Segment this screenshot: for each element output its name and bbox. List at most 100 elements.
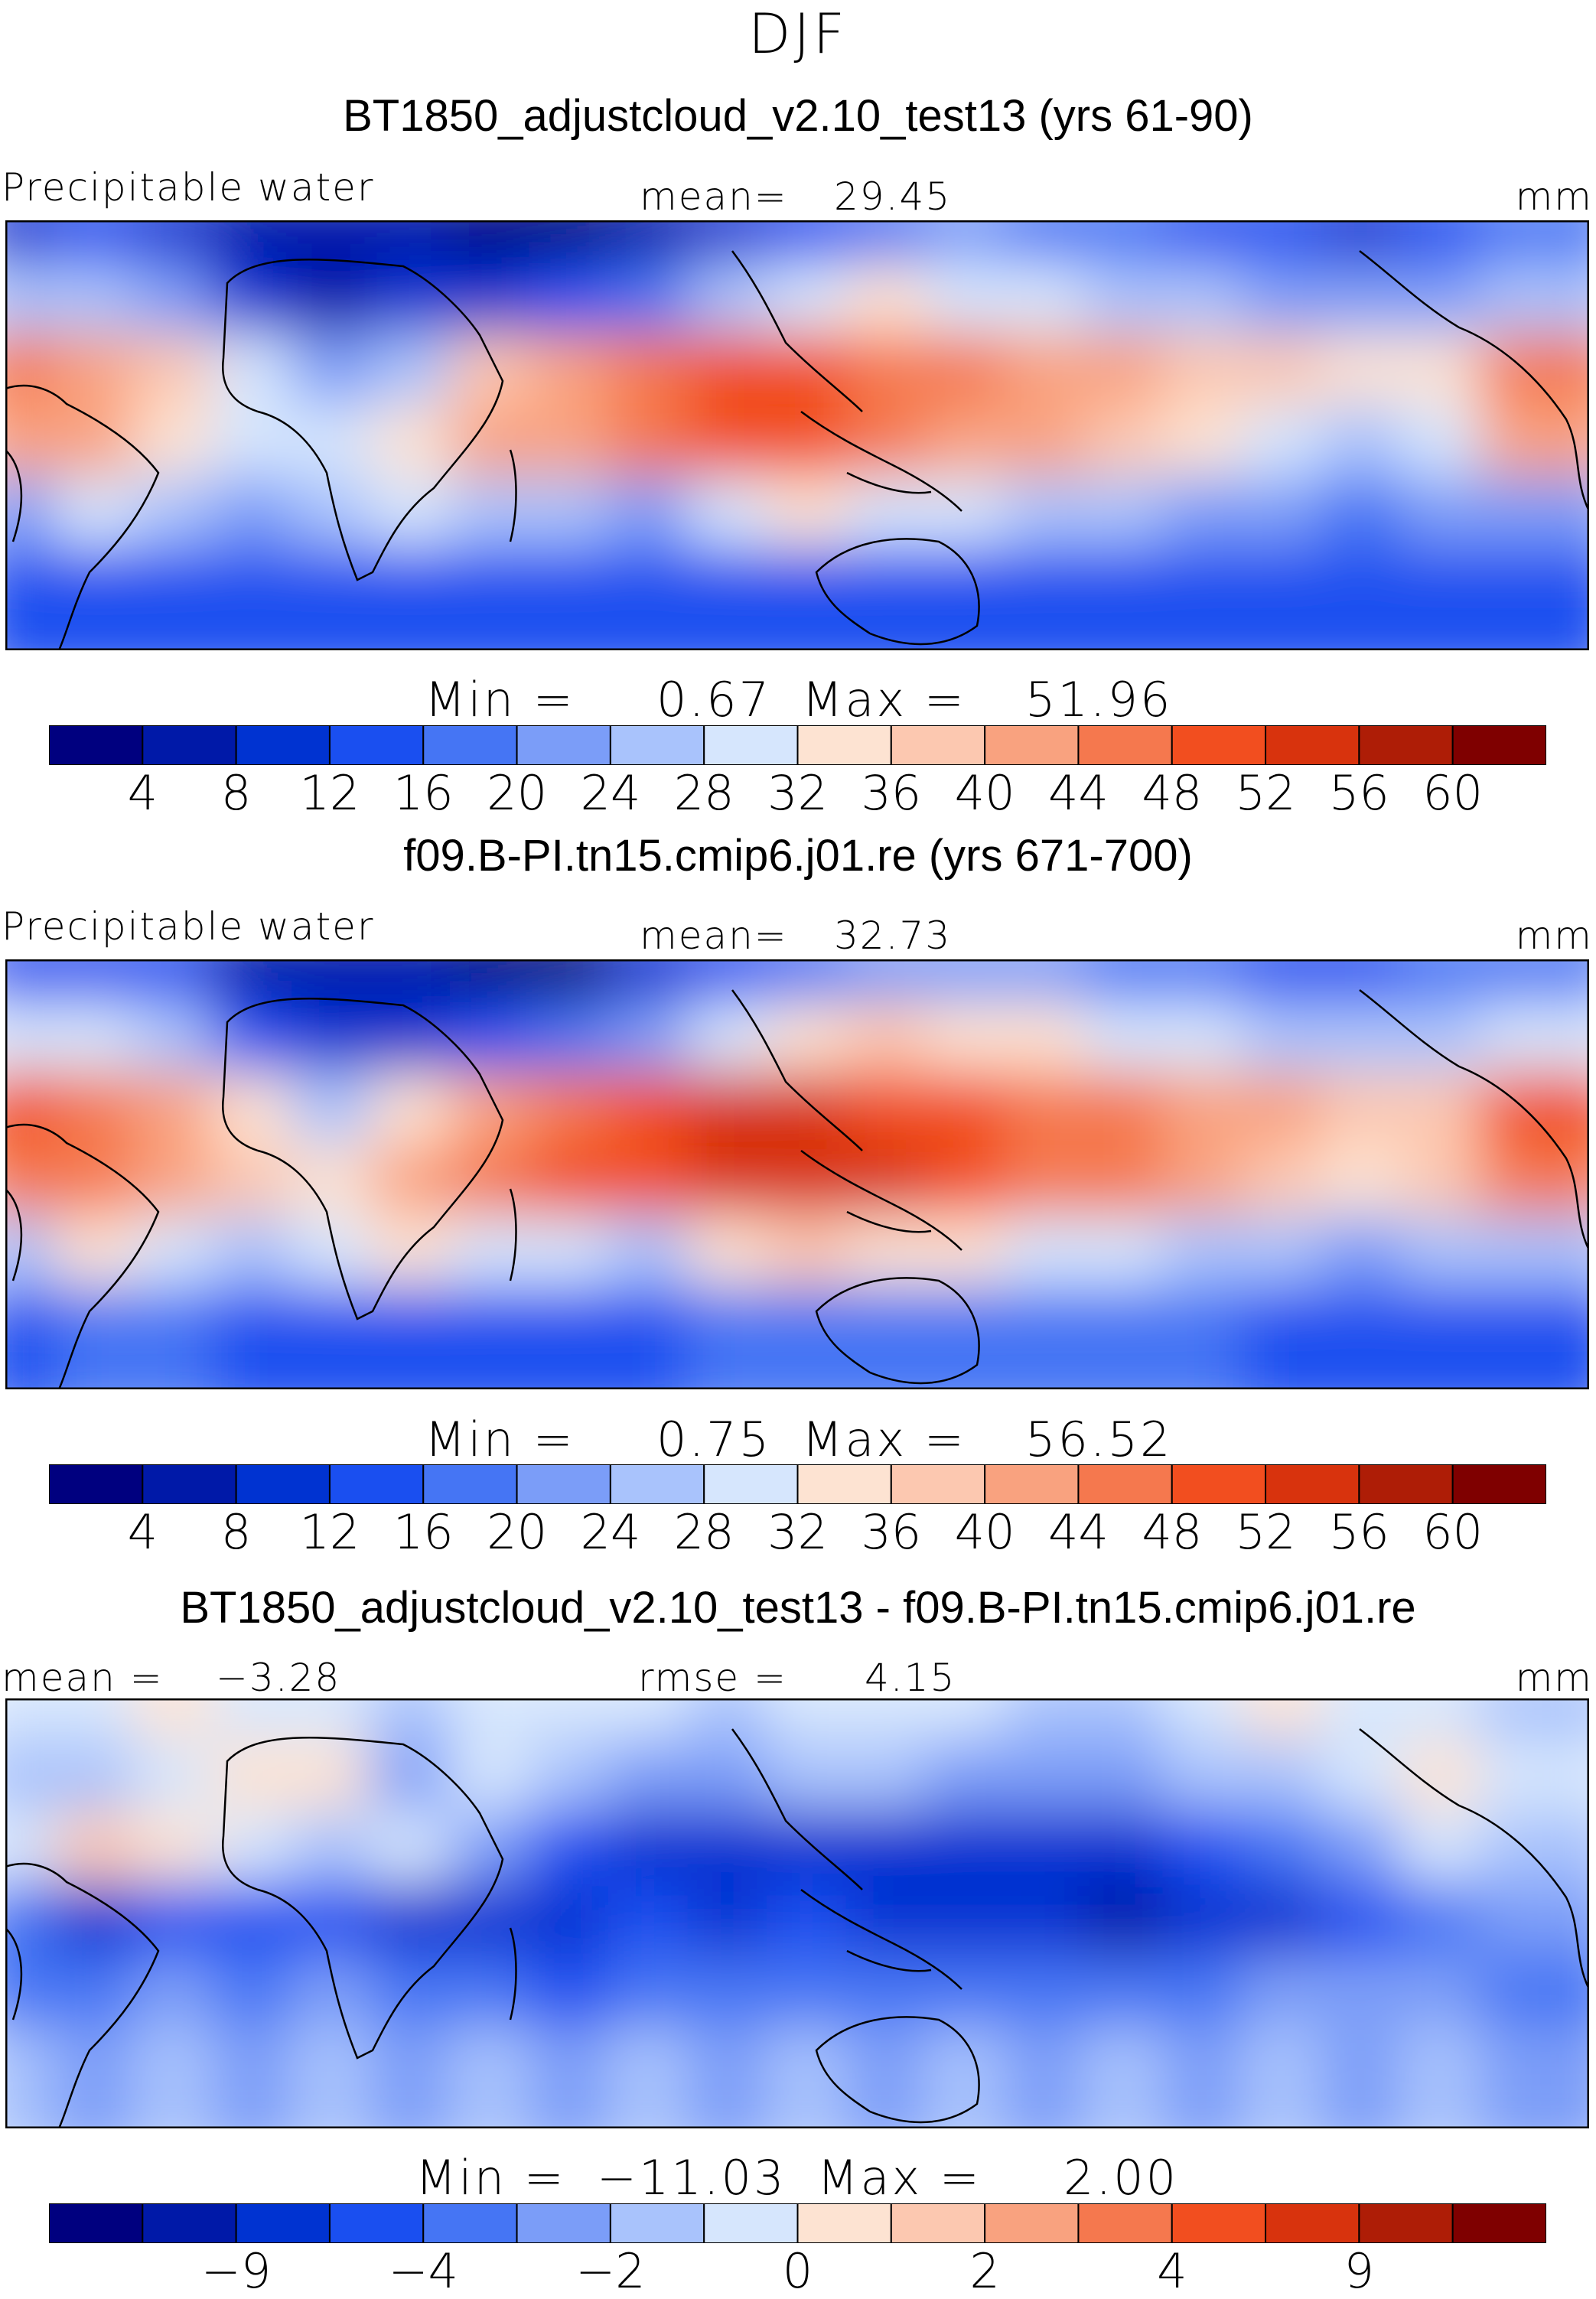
panel2-colorbar <box>49 1464 1546 1504</box>
colorbar-tick-label: 16 <box>392 765 454 821</box>
panel3-rmse-label: rmse = <box>638 1656 787 1700</box>
colorbar-swatch <box>422 1464 518 1504</box>
colorbar-swatch <box>1358 2203 1454 2243</box>
colorbar-swatch <box>890 725 986 765</box>
colorbar-swatch <box>422 725 518 765</box>
colorbar-swatch <box>1171 725 1267 765</box>
colorbar-swatch <box>984 725 1080 765</box>
colorbar-tick-label: 60 <box>1422 1504 1484 1560</box>
colorbar-swatch <box>609 2203 705 2243</box>
panel2-map <box>5 959 1589 1389</box>
colorbar-swatch <box>142 725 237 765</box>
panel1-colorbar <box>49 725 1546 765</box>
colorbar-swatch <box>984 1464 1080 1504</box>
colorbar-swatch <box>1451 2203 1546 2243</box>
colorbar-swatch <box>1171 2203 1267 2243</box>
colorbar-tick-label: 9 <box>1344 2243 1375 2299</box>
colorbar-swatch <box>1171 1464 1267 1504</box>
panel2-title: f09.B-PI.tn15.cmip6.j01.re (yrs 671-700) <box>403 831 1193 881</box>
colorbar-tick-label: 32 <box>767 765 828 821</box>
colorbar-swatch <box>328 1464 425 1504</box>
colorbar-tick-label: 56 <box>1328 765 1389 821</box>
colorbar-swatch <box>703 2203 799 2243</box>
panel3-units-label: mm <box>1515 1656 1593 1700</box>
season-title: DJF <box>748 2 848 66</box>
panel1-mean-label: mean= <box>640 174 788 219</box>
panel2-max-label: Max = <box>802 1412 966 1467</box>
colorbar-tick-label: −9 <box>200 2243 272 2299</box>
field-cell <box>1479 1287 1589 1389</box>
panel1-title: BT1850_adjustcloud_v2.10_test13 (yrs 61-… <box>343 91 1253 141</box>
colorbar-swatch <box>703 1464 799 1504</box>
panel3-rmse-value: 4.15 <box>865 1656 956 1700</box>
colorbar-tick-label: 36 <box>861 765 922 821</box>
colorbar-swatch <box>516 1464 611 1504</box>
colorbar-tick-label: 28 <box>673 765 734 821</box>
panel1-map <box>5 220 1589 650</box>
panel1-mean-value: 29.45 <box>834 174 952 219</box>
panel2-mean-label: mean= <box>640 913 788 958</box>
panel3-max-value: 2.00 <box>1063 2150 1179 2206</box>
panel1-units-label: mm <box>1515 174 1593 219</box>
colorbar-swatch <box>890 1464 986 1504</box>
colorbar-tick-label: 20 <box>487 1504 548 1560</box>
colorbar-tick-label: 40 <box>954 765 1015 821</box>
colorbar-swatch <box>1451 725 1546 765</box>
colorbar-swatch <box>703 725 799 765</box>
colorbar-swatch <box>890 2203 986 2243</box>
colorbar-tick-label: 4 <box>127 1504 158 1560</box>
colorbar-tick-label: 56 <box>1328 1504 1389 1560</box>
colorbar-swatch <box>609 725 705 765</box>
colorbar-swatch <box>328 725 425 765</box>
colorbar-tick-label: −2 <box>575 2243 646 2299</box>
panel3-min-label: Min = <box>415 2150 566 2206</box>
colorbar-swatch <box>796 2203 892 2243</box>
colorbar-swatch <box>142 2203 237 2243</box>
panel1-max-label: Max = <box>802 672 966 728</box>
colorbar-tick-label: 8 <box>220 1504 252 1560</box>
colorbar-tick-label: 20 <box>487 765 548 821</box>
panel3-map <box>5 1698 1589 2128</box>
colorbar-tick-label: 12 <box>299 1504 360 1560</box>
panel1-variable-label: Precipitable water <box>2 165 375 210</box>
panel3-mean-value: −3.28 <box>216 1656 341 1700</box>
colorbar-swatch <box>1265 1464 1360 1504</box>
colorbar-swatch <box>49 2203 144 2243</box>
colorbar-tick-label: 40 <box>954 1504 1015 1560</box>
colorbar-swatch <box>328 2203 425 2243</box>
colorbar-tick-label: 0 <box>782 2243 813 2299</box>
field-cell <box>1479 548 1589 650</box>
colorbar-tick-label: 44 <box>1047 1504 1109 1560</box>
colorbar-swatch <box>984 2203 1080 2243</box>
colorbar-tick-label: −4 <box>388 2243 458 2299</box>
colorbar-swatch <box>796 725 892 765</box>
panel1-min-label: Min = <box>425 672 575 728</box>
panel1-max-value: 51.96 <box>1025 672 1173 728</box>
colorbar-swatch <box>1077 1464 1173 1504</box>
colorbar-tick-label: 32 <box>767 1504 828 1560</box>
colorbar-tick-label: 24 <box>580 765 641 821</box>
colorbar-tick-label: 52 <box>1235 1504 1296 1560</box>
colorbar-swatch <box>1077 725 1173 765</box>
colorbar-swatch <box>516 725 611 765</box>
colorbar-swatch <box>1077 2203 1173 2243</box>
colorbar-tick-label: 60 <box>1422 765 1484 821</box>
colorbar-swatch <box>516 2203 611 2243</box>
panel1-coastlines <box>5 250 1589 650</box>
colorbar-tick-label: 12 <box>299 765 360 821</box>
panel3-max-label: Max = <box>817 2150 982 2206</box>
panel2-mean-value: 32.73 <box>834 913 952 958</box>
panel2-min-label: Min = <box>425 1412 575 1467</box>
colorbar-swatch <box>142 1464 237 1504</box>
colorbar-swatch <box>49 725 144 765</box>
colorbar-swatch <box>235 2203 331 2243</box>
colorbar-swatch <box>1358 725 1454 765</box>
colorbar-swatch <box>1265 725 1360 765</box>
field-cell <box>1479 2026 1589 2128</box>
colorbar-tick-label: 48 <box>1142 765 1203 821</box>
colorbar-tick-label: 36 <box>861 1504 922 1560</box>
colorbar-tick-label: 16 <box>392 1504 454 1560</box>
panel3-title: BT1850_adjustcloud_v2.10_test13 - f09.B-… <box>180 1583 1416 1633</box>
colorbar-tick-label: 4 <box>127 765 158 821</box>
panel3-mean-label: mean = <box>2 1656 164 1700</box>
